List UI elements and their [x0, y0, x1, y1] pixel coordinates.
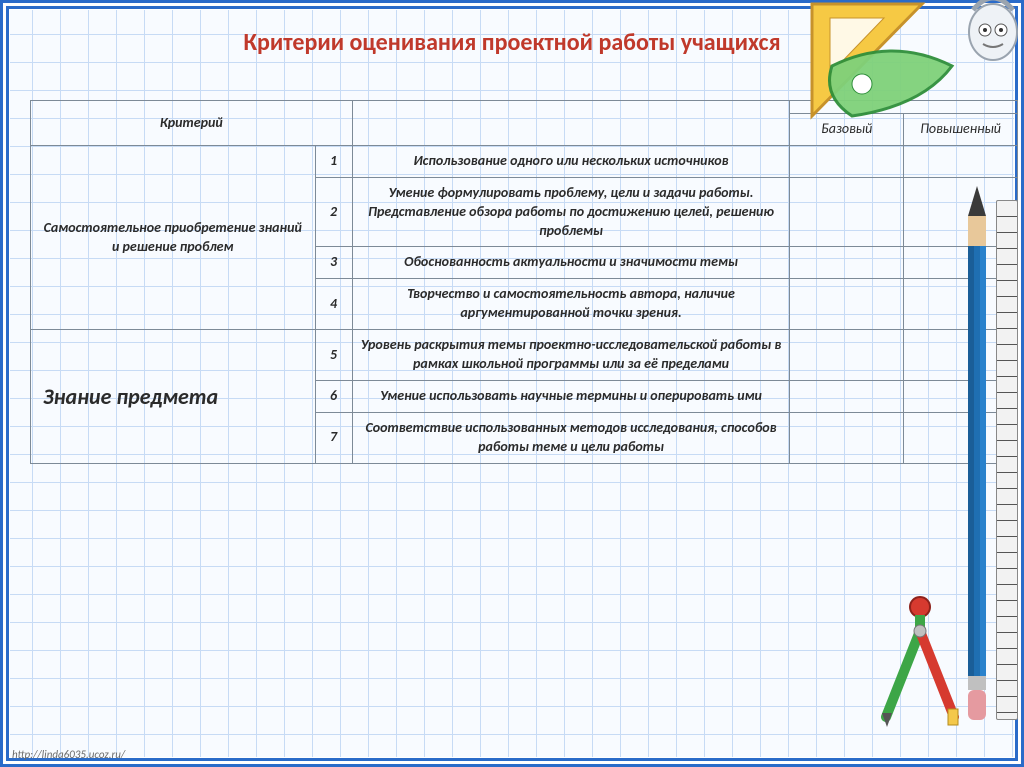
table-row: Знание предмета 5 Уровень раскрытия темы…	[31, 330, 1018, 381]
row-num: 4	[315, 279, 352, 330]
row-num: 3	[315, 247, 352, 279]
mark-basic	[790, 279, 904, 330]
group-1-label: Самостоятельное приобретение знаний и ре…	[31, 145, 316, 329]
mark-basic	[790, 177, 904, 247]
row-desc: Соответствие использованных методов иссл…	[352, 412, 790, 463]
row-num: 2	[315, 177, 352, 247]
ruler-icon	[996, 200, 1018, 720]
source-url: http://linda6035.ucoz.ru/	[12, 748, 125, 761]
mark-basic	[790, 330, 904, 381]
mark-advanced	[904, 145, 1018, 177]
row-num: 6	[315, 380, 352, 412]
row-desc: Уровень раскрытия темы проектно-исследов…	[352, 330, 790, 381]
geometry-tools-icon	[802, 0, 972, 146]
row-num: 7	[315, 412, 352, 463]
row-desc: Умение формулировать проблему, цели и за…	[352, 177, 790, 247]
header-spacer	[352, 101, 790, 146]
mark-basic	[790, 380, 904, 412]
row-num: 5	[315, 330, 352, 381]
row-desc: Обоснованность актуальности и значимости…	[352, 247, 790, 279]
row-desc: Использование одного или нескольких исто…	[352, 145, 790, 177]
group-2-label: Знание предмета	[31, 330, 316, 463]
compass-icon	[860, 589, 980, 729]
row-num: 1	[315, 145, 352, 177]
mark-basic	[790, 412, 904, 463]
mark-basic	[790, 247, 904, 279]
row-desc: Творчество и самостоятельность автора, н…	[352, 279, 790, 330]
mascot-icon	[958, 0, 1024, 72]
row-desc: Умение использовать научные термины и оп…	[352, 380, 790, 412]
criterion-header: Критерий	[31, 101, 353, 146]
criteria-table: Критерий Базовый Повышенный Самостоятель…	[30, 100, 1018, 464]
table-row: Самостоятельное приобретение знаний и ре…	[31, 145, 1018, 177]
mark-basic	[790, 145, 904, 177]
